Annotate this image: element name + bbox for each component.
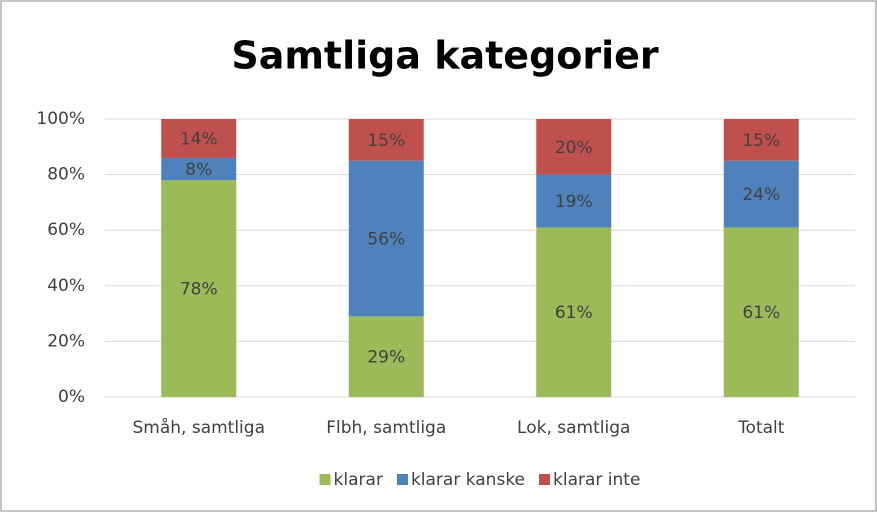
data-label: 56%	[367, 230, 405, 250]
data-label: 61%	[555, 303, 593, 323]
y-tick-label: 80%	[47, 165, 85, 185]
bar-segment	[536, 174, 612, 228]
data-label: 20%	[555, 138, 593, 158]
y-tick-label: 60%	[47, 220, 85, 240]
bar-segment	[161, 157, 237, 181]
bar-segment	[161, 119, 237, 158]
legend-swatch	[396, 474, 408, 485]
bar-segment	[723, 227, 799, 397]
x-tick-label: Totalt	[737, 418, 785, 438]
data-label: 15%	[742, 131, 780, 151]
bar-segment	[536, 119, 612, 175]
data-label: 61%	[742, 303, 780, 323]
x-tick-label: Lok, samtliga	[517, 418, 630, 438]
data-label: 14%	[180, 129, 218, 149]
data-label: 29%	[367, 348, 405, 368]
bar-segment	[348, 160, 424, 317]
x-tick-label: Småh, samtliga	[132, 417, 265, 438]
bar-segment	[161, 180, 237, 397]
data-label: 8%	[185, 160, 212, 180]
data-label: 78%	[180, 280, 218, 300]
y-tick-label: 20%	[47, 331, 85, 351]
data-label: 15%	[367, 131, 405, 151]
bar-segment	[536, 227, 612, 397]
data-label: 19%	[555, 192, 593, 212]
x-tick-label: Flbh, samtliga	[326, 418, 446, 438]
bar-segment	[723, 119, 799, 161]
bar-segment	[348, 316, 424, 397]
bar-segment	[723, 160, 799, 228]
y-tick-label: 0%	[58, 387, 85, 407]
data-label: 24%	[742, 185, 780, 205]
y-tick-label: 100%	[36, 109, 85, 129]
legend-label: klarar kanske	[411, 470, 525, 490]
chart-title: Samtliga kategorier	[231, 34, 659, 78]
legend-swatch	[319, 474, 331, 485]
legend-label: klarar inte	[553, 470, 640, 490]
legend-swatch	[539, 474, 551, 485]
bar-segment	[348, 119, 424, 161]
legend-label: klarar	[334, 470, 383, 490]
y-tick-label: 40%	[47, 276, 85, 296]
